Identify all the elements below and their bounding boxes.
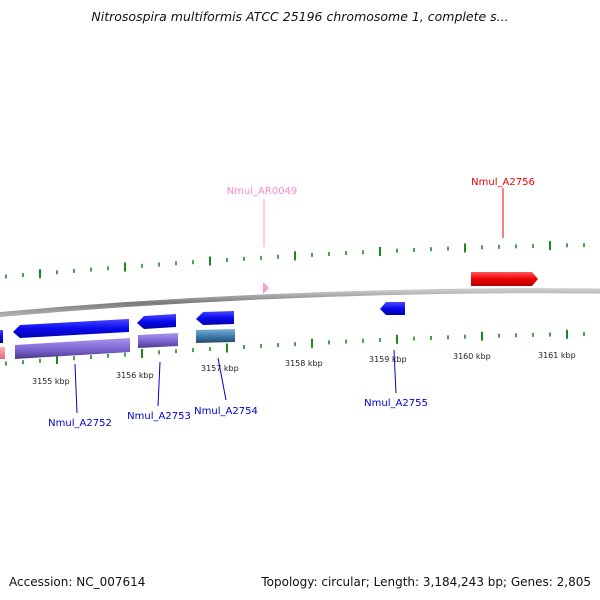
cds-band-nmul-a2754: [196, 329, 235, 343]
rna-nmul-ar0049-arrow[interactable]: [263, 282, 269, 294]
label-nmul-a2754[interactable]: Nmul_A2754: [194, 406, 258, 417]
leader-nmul-a2754: [217, 357, 227, 401]
kbp-label-3160: 3160 kbp: [453, 352, 491, 361]
label-nmul-a2753[interactable]: Nmul_A2753: [127, 411, 191, 422]
label-nmul-a2756[interactable]: Nmul_A2756: [471, 177, 535, 188]
kbp-label-3156: 3156 kbp: [116, 371, 154, 380]
gene-partial-left-arrow[interactable]: [0, 330, 3, 343]
gene-nmul-a2754-arrow[interactable]: [196, 311, 234, 325]
topology-text: Topology: circular; Length: 3,184,243 bp…: [261, 575, 591, 589]
lower-tick-row: [5, 329, 585, 366]
leader-nmul-a2755: [393, 349, 397, 394]
genome-backbone: [0, 288, 600, 318]
kbp-label-3161: 3161 kbp: [538, 351, 576, 360]
leader-nmul-a2753: [157, 361, 161, 407]
kbp-label-3158: 3158 kbp: [285, 359, 323, 368]
gene-nmul-a2756-arrow[interactable]: [471, 272, 538, 286]
cds-band-nmul-a2752: [15, 338, 130, 359]
label-nmul-a2755[interactable]: Nmul_A2755: [364, 398, 428, 409]
gene-nmul-a2755-arrow[interactable]: [380, 302, 405, 315]
label-nmul-a2752[interactable]: Nmul_A2752: [48, 418, 112, 429]
upper-tick-row: [5, 241, 585, 279]
gene-nmul-a2752-arrow[interactable]: [13, 319, 129, 338]
kbp-label-3155: 3155 kbp: [32, 377, 70, 386]
leader-nmul-a2752: [74, 363, 78, 414]
cds-band-partial-left: [0, 347, 5, 359]
kbp-label-3159: 3159 kbp: [369, 355, 407, 364]
label-nmul-ar0049[interactable]: Nmul_AR0049: [227, 186, 298, 197]
accession-text: Accession: NC_007614: [9, 575, 146, 589]
cds-band-nmul-a2753: [138, 333, 178, 348]
page-title: Nitrosospira multiformis ATCC 25196 chro…: [91, 9, 509, 24]
gene-nmul-a2753-arrow[interactable]: [137, 314, 176, 329]
